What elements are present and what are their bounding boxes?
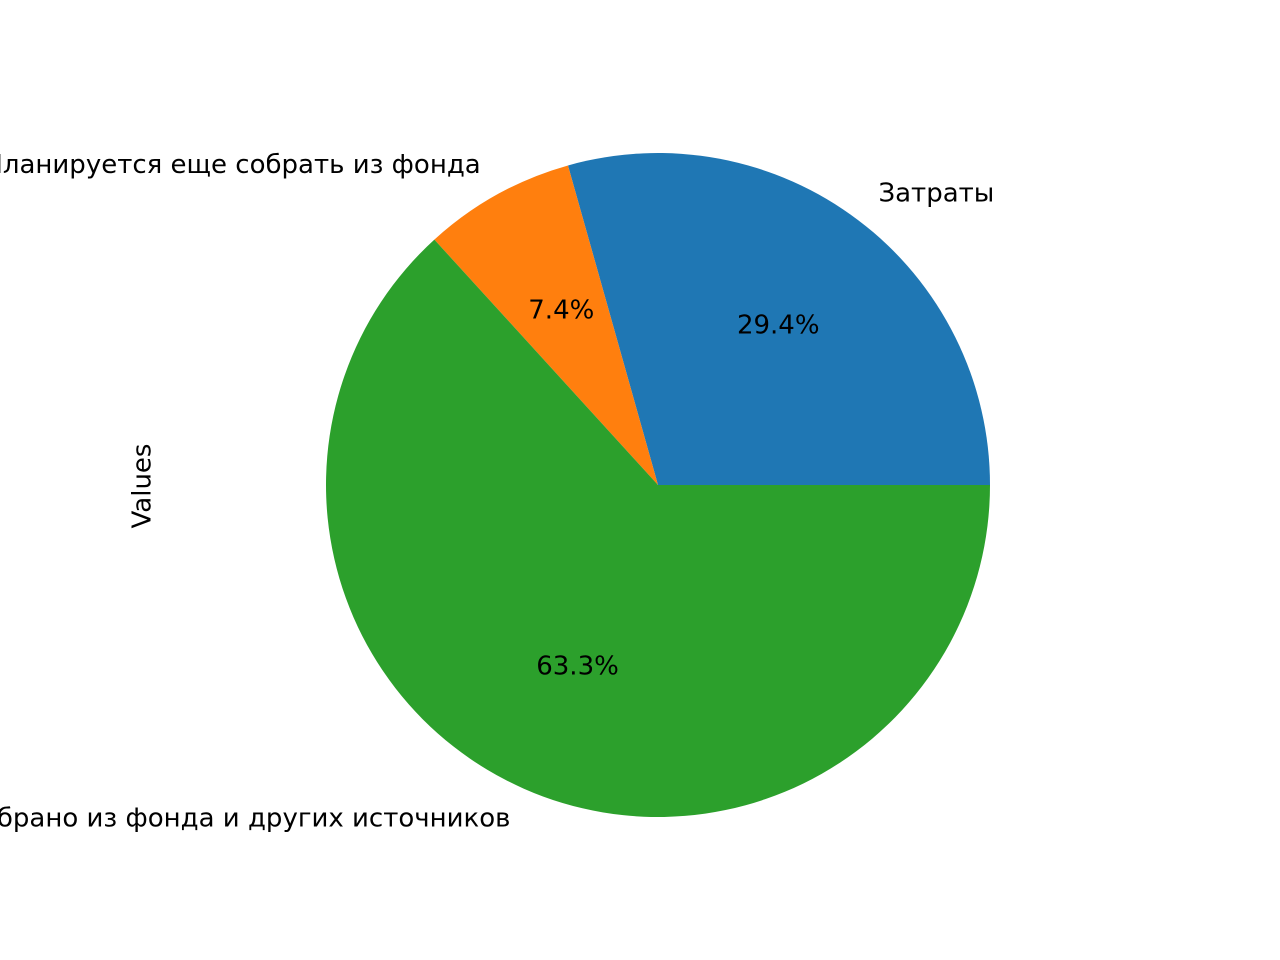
pie-slice-1 xyxy=(434,165,658,485)
y-axis-label: Values xyxy=(128,444,158,529)
slice-label-1: Планируется еще собрать из фонда xyxy=(0,150,481,180)
pie-slice-0 xyxy=(567,152,990,485)
slice-label-0: Затраты xyxy=(878,178,994,208)
slice-percent-0: 29.4% xyxy=(737,311,820,341)
slice-label-2: Собрано из фонда и других источников xyxy=(0,804,510,834)
slice-percent-1: 7.4% xyxy=(528,295,594,325)
slice-percent-2: 63.3% xyxy=(536,652,619,682)
pie-slices xyxy=(326,152,990,817)
pie-slice-2 xyxy=(326,239,990,817)
pie-labels: Затраты 29.4% Планируется еще собрать из ф… xyxy=(0,150,994,833)
